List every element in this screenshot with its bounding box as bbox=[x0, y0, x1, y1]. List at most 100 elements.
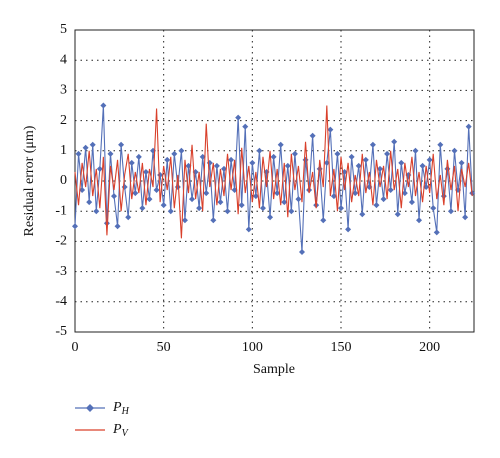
data-point bbox=[408, 199, 415, 206]
data-point bbox=[118, 141, 125, 148]
data-point bbox=[447, 208, 454, 215]
data-point bbox=[139, 205, 146, 212]
y-tick-label: 5 bbox=[60, 22, 67, 37]
y-tick-label: 1 bbox=[60, 143, 67, 158]
data-point bbox=[412, 147, 419, 154]
data-point bbox=[377, 165, 384, 172]
data-point bbox=[82, 144, 89, 151]
data-point bbox=[167, 208, 174, 215]
y-tick-label: 4 bbox=[60, 52, 67, 67]
data-point bbox=[189, 196, 196, 203]
data-point bbox=[210, 217, 217, 224]
data-point bbox=[242, 123, 249, 130]
data-point bbox=[430, 205, 437, 212]
y-tick-label: 0 bbox=[60, 173, 67, 188]
data-point bbox=[288, 208, 295, 215]
data-point bbox=[132, 190, 139, 197]
plot-frame bbox=[74, 29, 475, 333]
y-tick-label: 2 bbox=[60, 113, 67, 128]
y-tick-label: -5 bbox=[55, 324, 67, 339]
data-point bbox=[203, 190, 210, 197]
y-axis-label: Residual error (μm) bbox=[22, 125, 37, 236]
data-point bbox=[334, 150, 341, 157]
data-point bbox=[174, 184, 181, 191]
data-point bbox=[359, 211, 366, 218]
y-tick-label: 3 bbox=[60, 83, 67, 98]
x-tick-label: 0 bbox=[72, 340, 79, 355]
data-point bbox=[462, 214, 469, 221]
data-point bbox=[228, 156, 235, 163]
data-point bbox=[96, 165, 103, 172]
data-point bbox=[217, 199, 224, 206]
y-tick-label: -4 bbox=[55, 294, 67, 309]
series-line bbox=[74, 105, 473, 239]
data-point bbox=[320, 217, 327, 224]
x-tick-label: 50 bbox=[157, 340, 171, 355]
x-tick-label: 150 bbox=[331, 340, 352, 355]
y-tick-label: -2 bbox=[55, 234, 67, 249]
data-point bbox=[238, 202, 245, 209]
data-point bbox=[121, 184, 128, 191]
data-point bbox=[362, 156, 369, 163]
data-point bbox=[284, 162, 291, 169]
legend-label: PV bbox=[112, 422, 130, 439]
data-point bbox=[114, 223, 121, 230]
data-point bbox=[451, 147, 458, 154]
data-point bbox=[380, 196, 387, 203]
data-point bbox=[153, 187, 160, 194]
data-point bbox=[401, 190, 408, 197]
data-point bbox=[348, 153, 355, 160]
legend-marker bbox=[86, 404, 94, 412]
data-point bbox=[206, 159, 213, 166]
data-point bbox=[433, 229, 440, 236]
data-point bbox=[107, 150, 114, 157]
data-point bbox=[384, 150, 391, 157]
data-point bbox=[355, 162, 362, 169]
data-point bbox=[398, 159, 405, 166]
data-point bbox=[86, 199, 93, 206]
data-point bbox=[369, 141, 376, 148]
data-point bbox=[298, 248, 305, 255]
data-point bbox=[249, 159, 256, 166]
data-point bbox=[277, 141, 284, 148]
data-point bbox=[171, 150, 178, 157]
data-point bbox=[330, 193, 337, 200]
x-tick-label: 200 bbox=[419, 340, 440, 355]
data-point bbox=[387, 187, 394, 194]
data-point bbox=[142, 168, 149, 175]
data-point bbox=[235, 114, 242, 121]
data-point bbox=[111, 193, 118, 200]
data-point bbox=[352, 190, 359, 197]
data-point bbox=[160, 202, 167, 209]
y-tick-label: -3 bbox=[55, 264, 67, 279]
data-point bbox=[128, 159, 135, 166]
data-point bbox=[458, 159, 465, 166]
data-point bbox=[93, 208, 100, 215]
data-point bbox=[338, 205, 344, 212]
data-point bbox=[295, 196, 302, 203]
data-point bbox=[309, 132, 316, 139]
data-point bbox=[391, 138, 398, 145]
x-tick-label: 100 bbox=[242, 340, 263, 355]
data-point bbox=[125, 214, 132, 221]
data-point bbox=[274, 190, 281, 197]
data-point bbox=[79, 187, 86, 194]
data-point bbox=[259, 205, 266, 212]
data-point bbox=[178, 147, 185, 154]
data-point bbox=[426, 156, 433, 163]
data-point bbox=[437, 141, 444, 148]
data-point bbox=[270, 153, 277, 160]
y-tick-label: -1 bbox=[55, 203, 67, 218]
data-point bbox=[75, 150, 82, 157]
data-point bbox=[416, 217, 423, 224]
data-point bbox=[135, 153, 142, 160]
data-point bbox=[373, 202, 380, 209]
data-point bbox=[291, 150, 298, 157]
data-point bbox=[89, 141, 96, 148]
data-point bbox=[196, 205, 203, 212]
data-point bbox=[302, 156, 309, 163]
data-point bbox=[419, 162, 426, 169]
data-point bbox=[256, 147, 263, 154]
x-axis-label: Sample bbox=[253, 362, 295, 377]
